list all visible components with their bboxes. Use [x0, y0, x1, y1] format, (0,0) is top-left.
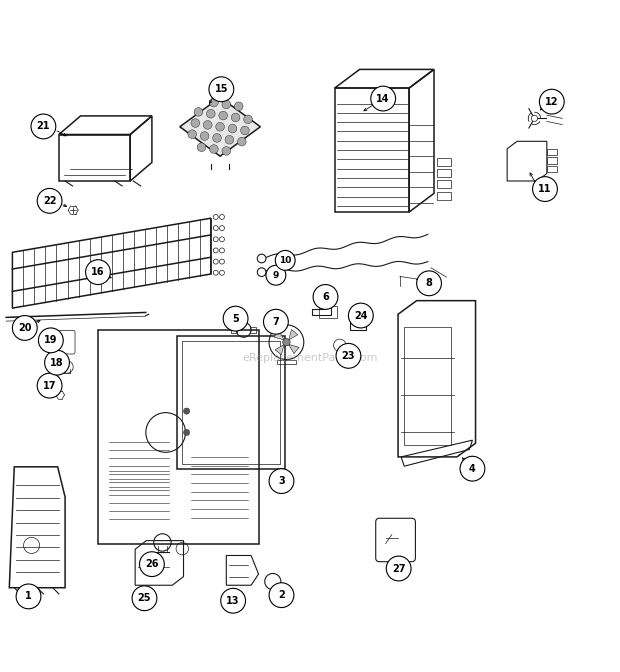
Circle shape — [206, 110, 215, 118]
Bar — [547, 157, 557, 164]
Circle shape — [37, 373, 62, 398]
Text: 21: 21 — [37, 122, 50, 132]
Circle shape — [228, 124, 237, 133]
Polygon shape — [289, 329, 298, 340]
Circle shape — [38, 328, 63, 353]
Text: 8: 8 — [425, 278, 433, 288]
Circle shape — [37, 188, 62, 213]
Text: 4: 4 — [469, 464, 476, 474]
Circle shape — [203, 120, 212, 129]
Circle shape — [12, 316, 37, 340]
Circle shape — [417, 271, 441, 296]
Circle shape — [197, 143, 206, 152]
Circle shape — [200, 132, 209, 140]
Text: 11: 11 — [538, 184, 552, 194]
Circle shape — [348, 303, 373, 328]
Circle shape — [539, 89, 564, 114]
Circle shape — [223, 306, 248, 331]
Text: 24: 24 — [354, 310, 368, 321]
Circle shape — [460, 456, 485, 481]
Text: 10: 10 — [279, 256, 291, 265]
Circle shape — [269, 468, 294, 493]
Circle shape — [216, 122, 224, 131]
Circle shape — [386, 556, 411, 581]
Circle shape — [264, 309, 288, 334]
Circle shape — [222, 146, 231, 155]
Polygon shape — [275, 344, 284, 355]
Circle shape — [231, 113, 240, 122]
Circle shape — [241, 126, 249, 135]
Text: 22: 22 — [43, 196, 56, 206]
Circle shape — [209, 77, 234, 101]
Circle shape — [269, 583, 294, 607]
Text: 9: 9 — [273, 271, 279, 280]
Circle shape — [86, 260, 110, 284]
Circle shape — [184, 408, 190, 414]
Text: 23: 23 — [342, 351, 355, 361]
Circle shape — [16, 584, 41, 609]
Polygon shape — [289, 344, 299, 353]
Bar — [437, 169, 451, 177]
Circle shape — [234, 102, 243, 111]
Circle shape — [533, 177, 557, 202]
Circle shape — [45, 350, 69, 375]
Circle shape — [191, 119, 200, 128]
Text: 25: 25 — [138, 593, 151, 603]
Text: 20: 20 — [18, 323, 32, 333]
Bar — [437, 180, 451, 188]
Circle shape — [371, 86, 396, 111]
Text: 19: 19 — [44, 335, 58, 345]
Text: 5: 5 — [232, 314, 239, 324]
Text: 26: 26 — [145, 559, 159, 569]
Circle shape — [283, 339, 290, 346]
Circle shape — [266, 265, 286, 285]
Circle shape — [184, 429, 190, 435]
Circle shape — [275, 251, 295, 270]
Text: 6: 6 — [322, 292, 329, 302]
Text: 18: 18 — [50, 358, 64, 368]
Circle shape — [31, 114, 56, 139]
Bar — [547, 149, 557, 155]
Text: 27: 27 — [392, 564, 405, 573]
Text: 13: 13 — [226, 596, 240, 605]
Circle shape — [336, 343, 361, 368]
Circle shape — [222, 100, 231, 109]
Bar — [437, 158, 451, 166]
Circle shape — [210, 98, 218, 107]
Circle shape — [188, 130, 197, 138]
Circle shape — [219, 112, 228, 120]
Circle shape — [140, 552, 164, 577]
Text: 16: 16 — [91, 267, 105, 277]
Text: 3: 3 — [278, 476, 285, 486]
Circle shape — [213, 134, 221, 142]
Text: 2: 2 — [278, 590, 285, 600]
Circle shape — [221, 589, 246, 613]
Circle shape — [132, 586, 157, 611]
Text: 17: 17 — [43, 380, 56, 390]
Text: 1: 1 — [25, 591, 32, 601]
Circle shape — [225, 136, 234, 144]
Text: 15: 15 — [215, 84, 228, 94]
Bar — [437, 192, 451, 200]
Circle shape — [531, 116, 538, 122]
Bar — [547, 166, 557, 172]
Circle shape — [237, 137, 246, 146]
Text: 14: 14 — [376, 93, 390, 103]
Text: 7: 7 — [273, 317, 279, 327]
Text: 12: 12 — [545, 97, 559, 107]
Text: eReplacementParts.com: eReplacementParts.com — [242, 353, 378, 363]
Circle shape — [210, 144, 218, 153]
Circle shape — [313, 284, 338, 309]
Circle shape — [244, 115, 252, 124]
Polygon shape — [274, 331, 284, 340]
Polygon shape — [180, 97, 260, 156]
Circle shape — [194, 108, 203, 116]
